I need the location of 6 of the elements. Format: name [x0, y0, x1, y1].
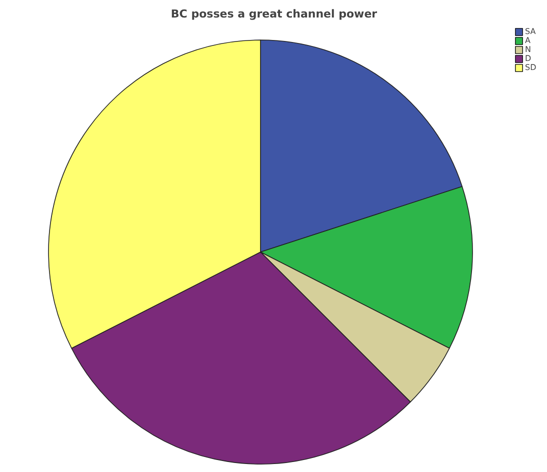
- legend-label: SD: [525, 63, 538, 72]
- chart-title: BC posses a great channel power: [170, 8, 378, 20]
- legend-label: N: [525, 45, 532, 54]
- legend-label: SA: [525, 27, 537, 36]
- legend-label: D: [525, 54, 532, 63]
- legend-label: A: [525, 36, 532, 45]
